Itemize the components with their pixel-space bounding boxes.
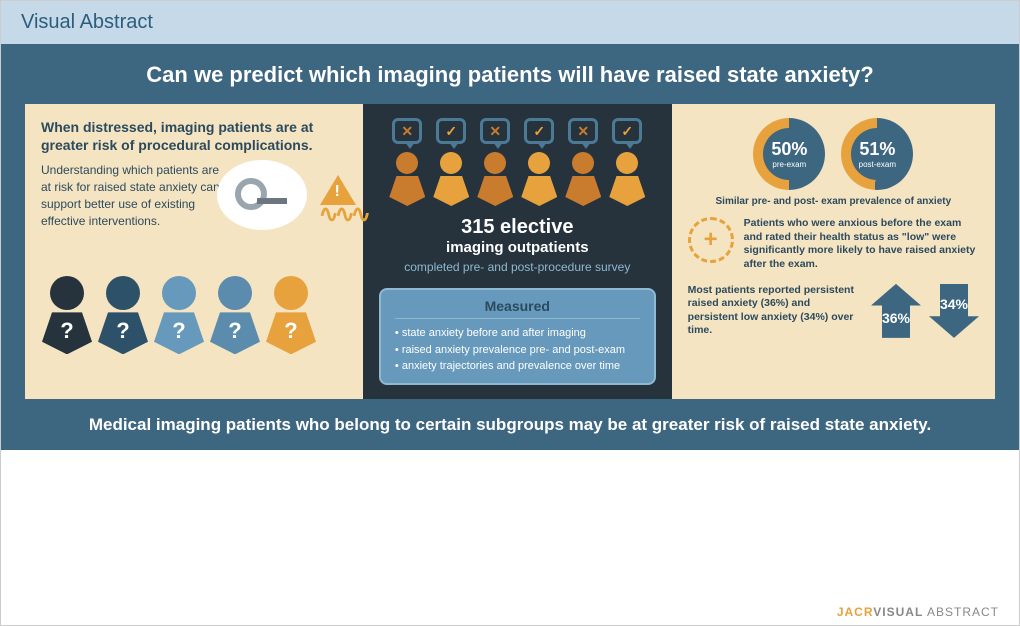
thought-bubble-icon [217,160,307,230]
survey-people-row: ✕ ✓ ✕ ✓ ✕ ✓ [379,118,656,206]
person-icon: ? [153,276,205,354]
sample-label: imaging outpatients [379,239,656,256]
person-icon: ? [265,276,317,354]
footer-abstract: ABSTRACT [923,605,999,619]
wave-icon: ∿∿∿ [319,200,367,229]
person-icon: ? [41,276,93,354]
arrow-up-value: 36% [882,310,910,326]
arrows-row: Most patients reported persistent raised… [688,284,979,339]
donut2-label: post-exam [859,160,896,169]
survey-person-icon: ✕ [476,118,514,206]
conclusion: Medical imaging patients who belong to c… [25,413,995,437]
panels-row: When distressed, imaging patients are at… [25,104,995,399]
finding-row: + Patients who were anxious before the e… [688,217,979,272]
thought-graphic: ∿∿∿ [225,170,347,260]
footer-visual: VISUAL [873,605,923,619]
measured-item: state anxiety before and after imaging [395,325,640,342]
survey-person-icon: ✓ [520,118,558,206]
response-bubble-icon: ✕ [392,118,422,144]
panel-intro: When distressed, imaging patients are at… [25,104,363,399]
finding-text: Patients who were anxious before the exa… [744,217,979,272]
conclusion-text: Medical imaging patients who belong to c… [89,415,931,434]
survey-person-icon: ✕ [388,118,426,206]
person-icon: ? [97,276,149,354]
measured-item: raised anxiety prevalence pre- and post-… [395,342,640,359]
main-panel: Can we predict which imaging patients wi… [1,44,1019,450]
response-bubble-icon: ✕ [480,118,510,144]
intro-subtext: Understanding which patients are at risk… [41,162,225,268]
measured-title: Measured [395,298,640,319]
intro-headline: When distressed, imaging patients are at… [41,118,347,154]
response-bubble-icon: ✕ [568,118,598,144]
sample-count: 315 elective [379,216,656,239]
response-bubble-icon: ✓ [436,118,466,144]
donut1-label: pre-exam [772,160,806,169]
response-bubble-icon: ✓ [524,118,554,144]
donut1-pct: 50% [771,139,807,160]
similar-text: Similar pre- and post- exam prevalence o… [688,196,979,207]
donut-row: 50% pre-exam 51% post-exam [688,118,979,190]
plus-icon: + [688,217,734,263]
survey-person-icon: ✕ [564,118,602,206]
donut-post-exam: 51% post-exam [841,118,913,190]
person-icon: ? [209,276,261,354]
survey-person-icon: ✓ [432,118,470,206]
measured-item: anxiety trajectories and prevalence over… [395,358,640,375]
response-bubble-icon: ✓ [612,118,642,144]
measured-box: Measured state anxiety before and after … [379,288,656,385]
arrow-up-icon: 36% [871,284,921,338]
donut-pre-exam: 50% pre-exam [753,118,825,190]
main-title: Can we predict which imaging patients wi… [25,62,995,88]
survey-person-icon: ✓ [608,118,646,206]
footer-jacr: JACR [837,605,873,619]
scanner-icon [235,178,285,210]
measured-list: state anxiety before and after imagingra… [395,325,640,375]
arrow-down-value: 34% [940,296,968,312]
header-bar: Visual Abstract [1,1,1019,44]
panel-results: 50% pre-exam 51% post-exam Similar pre- … [672,104,995,399]
people-row: ????? [41,276,347,354]
panel-method: ✕✓✕✓✕✓ 315 elective imaging outpatients … [363,104,672,399]
visual-abstract: Visual Abstract Can we predict which ima… [0,0,1020,626]
arrows-text: Most patients reported persistent raised… [688,284,863,339]
arrow-down-icon: 34% [929,284,979,338]
footer-brand: JACRVISUAL ABSTRACT [837,605,999,619]
survey-text: completed pre- and post-procedure survey [379,260,656,274]
donut2-pct: 51% [859,139,895,160]
